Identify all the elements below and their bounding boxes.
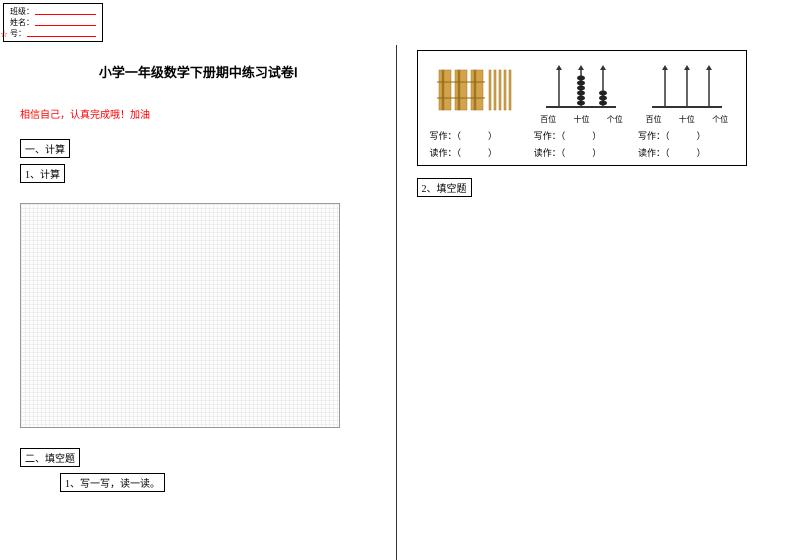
place-labels-row: 百位 十位 个位 百位 十位 个位 [424, 114, 740, 125]
class-line [35, 8, 96, 15]
ten-label: 十位 [679, 114, 695, 125]
read-label: 读作：（ [430, 148, 462, 158]
hundred-label: 百位 [645, 114, 661, 125]
question-2: 2、填空题 [417, 178, 472, 197]
figure-bundles [426, 57, 526, 112]
subsection-1-1: 1、计算 [20, 164, 65, 183]
class-label: 班级： [10, 6, 34, 17]
hundred-label: 百位 [540, 114, 556, 125]
figure-abacus-2 [637, 57, 737, 112]
read-label: 读作：（ [638, 148, 670, 158]
figure-abacus-1 [531, 57, 631, 112]
name-label: 姓名： [10, 17, 34, 28]
abacus-icon [536, 62, 626, 112]
bundle-icon [431, 62, 521, 112]
one-label: 个位 [712, 114, 728, 125]
name-line [35, 19, 96, 26]
read-label: 读作：（ [534, 148, 566, 158]
page-columns: 小学一年级数学下册期中练习试卷Ⅰ 相信自己，认真完成哦！加油 一、计算 1、计算… [0, 40, 793, 560]
read-row: 读作：（ ） 读作：（ ） 读作：（ ） [424, 146, 740, 159]
left-column: 小学一年级数学下册期中练习试卷Ⅰ 相信自己，认真完成哦！加油 一、计算 1、计算… [0, 40, 397, 560]
write-label: 写作：（ [638, 131, 670, 141]
seat-line [27, 30, 96, 37]
figure-box: 百位 十位 个位 百位 十位 个位 写作：（ ） 写作：（ ） 写作：（ ） 读… [417, 50, 747, 166]
write-label: 写作：（ [430, 131, 462, 141]
ten-label: 十位 [573, 114, 589, 125]
page-title: 小学一年级数学下册期中练习试卷Ⅰ [20, 62, 377, 81]
star-icon: ☆ [0, 29, 8, 40]
header-info-box: 班级： 姓名： 号： [3, 3, 103, 42]
write-row: 写作：（ ） 写作：（ ） 写作：（ ） [424, 129, 740, 142]
abacus-icon [642, 62, 732, 112]
write-label: 写作：（ [534, 131, 566, 141]
motivate-text: 相信自己，认真完成哦！加油 [20, 106, 377, 121]
figure-row [424, 57, 740, 112]
calc-grid-area [20, 203, 340, 428]
section-2-heading: 二、填空题 [20, 448, 80, 467]
subsection-2-1: 1、写一写，读一读。 [60, 473, 165, 492]
one-label: 个位 [607, 114, 623, 125]
section-1-heading: 一、计算 [20, 139, 70, 158]
seat-label: 号： [10, 28, 26, 39]
right-column: 百位 十位 个位 百位 十位 个位 写作：（ ） 写作：（ ） 写作：（ ） 读… [397, 40, 793, 560]
